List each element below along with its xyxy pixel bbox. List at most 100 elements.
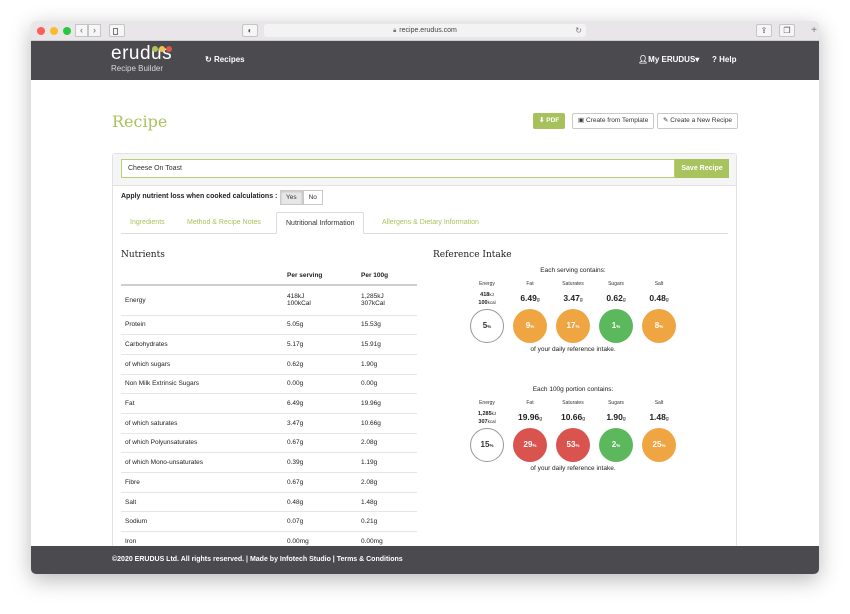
reference-column: Saturates 3.47g 17% [554,281,592,343]
tab-method-notes[interactable]: Method & Recipe Notes [187,219,261,226]
reference-value: 19.96g [511,412,549,428]
tabs-overview-button[interactable]: ❐ [779,24,795,37]
nutrient-per-100g: 10.66g [357,413,417,434]
nutrient-per-serving: 0.48g [283,492,357,513]
help-label: Help [719,55,737,64]
zoom-window-button[interactable] [63,27,71,35]
tab-allergens-dietary[interactable]: Allergens & Dietary Information [382,219,479,226]
nutrient-per-serving-value: 5.05g [287,321,304,329]
recipe-name-input[interactable]: Cheese On Toast [121,159,675,178]
pdf-button[interactable]: ⬇ PDF [533,113,566,129]
reference-value-number: 0.48 [649,293,666,303]
copy-icon: ▣ [578,117,585,124]
nutrient-name: of which saturates [121,413,283,434]
reference-value: 0.62g [597,293,635,309]
nutrient-name-value: Energy [125,296,146,304]
nutrient-loss-no-button[interactable]: No [302,190,323,205]
forward-button[interactable]: › [88,24,101,37]
tab-ingredients[interactable]: Ingredients [130,219,165,226]
nutrient-row: Iron 0.00mg 0.00mg [121,531,417,546]
reference-columns: Energy 418kJ 100kcal 5% Fat 6.49g 9% Saturates 3… [468,281,678,343]
reference-column: Energy 1,285kJ 307kcal 15% [468,400,506,462]
reference-label: Sugars [608,400,624,406]
nutrient-per-100g: 0.21g [357,511,417,533]
reference-percent-circle: 15% [470,428,504,462]
reference-percent-circle: 9% [513,309,547,343]
nutrient-per-100g-value: 1.48g [361,498,378,506]
sidebar-toggle-button[interactable] [109,24,125,37]
reference-footer: of your daily reference intake. [530,346,616,353]
reference-percent-value: 17 [566,321,576,330]
reference-footer: of your daily reference intake. [530,465,616,472]
nutrient-row: Fat 6.49g 19.96g [121,393,417,414]
pdf-label: PDF [546,117,560,124]
new-tab-button[interactable]: + [811,25,817,36]
per-100g-header: Per 100g [357,266,417,286]
nutrient-name: Fat [121,393,283,414]
reference-label: Energy [479,281,495,287]
page-footer: ©2020 ERUDUS Ltd. All rights reserved. |… [31,546,819,574]
edit-icon: ✎ [663,117,669,124]
nutrient-row: Salt 0.48g 1.48g [121,492,417,513]
nutrient-per-serving-value: 6.49g [287,400,304,408]
question-circle-icon: ? [712,55,717,64]
reload-icon[interactable]: ↻ [575,26,582,35]
nutrient-name: Iron [121,531,283,546]
reference-column: Sugars 0.62g 1% [597,281,635,343]
energy-kj-unit: kJ [491,411,497,416]
nutrients-header-row: Per serving Per 100g [121,266,417,286]
share-button[interactable]: ⇪ [756,24,772,37]
nutrient-per-100g: 0.00mg [357,531,417,546]
minimize-window-button[interactable] [50,27,58,35]
reference-value-number: 6.49 [520,293,537,303]
reference-energy-value: 418kJ 100kcal [468,291,506,309]
erudus-logo[interactable]: erudus Recipe Builder [111,44,172,73]
reference-value-number: 1.48 [649,412,666,422]
nutrient-per-serving: 3.47g [283,413,357,434]
nutrient-loss-yes-button[interactable]: Yes [280,190,303,205]
share-icon: ⇪ [760,26,768,35]
app-header: erudus Recipe Builder ↻ Recipes 👤︎My ERU… [31,41,819,80]
my-account-menu[interactable]: 👤︎My ERUDUS▾ [638,55,699,64]
close-window-button[interactable] [37,27,45,35]
nutrient-per-serving-value: 5.17g [287,341,304,349]
download-icon: ⬇ [539,117,545,124]
create-from-template-button[interactable]: ▣ Create from Template [572,113,655,129]
reference-value-number: 0.62 [606,293,623,303]
nutrient-per-100g: 19.96g [357,393,417,414]
privacy-shield-icon[interactable]: ◐ [242,24,258,37]
reference-percent-value: 29 [523,440,533,449]
back-button[interactable]: ‹ [75,24,88,37]
nutrient-name-value: Fat [125,400,135,408]
logo-dots [152,46,172,52]
nutrient-per-100g: 2.08g [357,472,417,493]
reference-percent-circle: 53% [556,428,590,462]
tabs-icon: ❐ [783,26,791,35]
nutrient-per-serving: 5.05g [283,315,357,336]
reference-column: Energy 418kJ 100kcal 5% [468,281,506,343]
reference-percent-circle: 25% [642,428,676,462]
nutrient-per-100g-value: 0.21g [361,518,378,526]
nutrient-row: of which saturates 3.47g 10.66g [121,413,417,434]
nutrient-name: Sodium [121,511,283,533]
reference-percent-value: 25 [652,440,662,449]
nutrient-per-100g-value: 1.90g [361,360,378,368]
tab-nutritional-information[interactable]: Nutritional Information [276,212,365,234]
nav-recipes-link[interactable]: ↻ Recipes [205,55,245,64]
save-recipe-button[interactable]: Save Recipe [675,159,729,178]
nutrient-per-serving: 0.00g [283,374,357,395]
reference-label: Fat [526,400,534,406]
reference-percent-value: 2 [611,440,617,449]
reference-percent-unit: % [659,324,664,329]
reference-value-unit: g [665,297,669,303]
nutrient-per-serving-value: 0.39g [287,459,304,467]
reference-percent-unit: % [616,443,621,448]
address-bar[interactable]: 🔒︎ recipe.erudus.com ↻ [264,24,586,37]
reference-value-number: 1.90 [606,412,623,422]
create-new-recipe-button[interactable]: ✎ Create a New Recipe [657,113,739,129]
reference-value: 10.66g [554,412,592,428]
reference-percent-circle: 1% [599,309,633,343]
nutrients-heading: Nutrients [121,250,165,260]
recipe-tabs: Ingredients Method & Recipe Notes Nutrit… [121,212,728,234]
help-link[interactable]: ? Help [712,55,736,64]
